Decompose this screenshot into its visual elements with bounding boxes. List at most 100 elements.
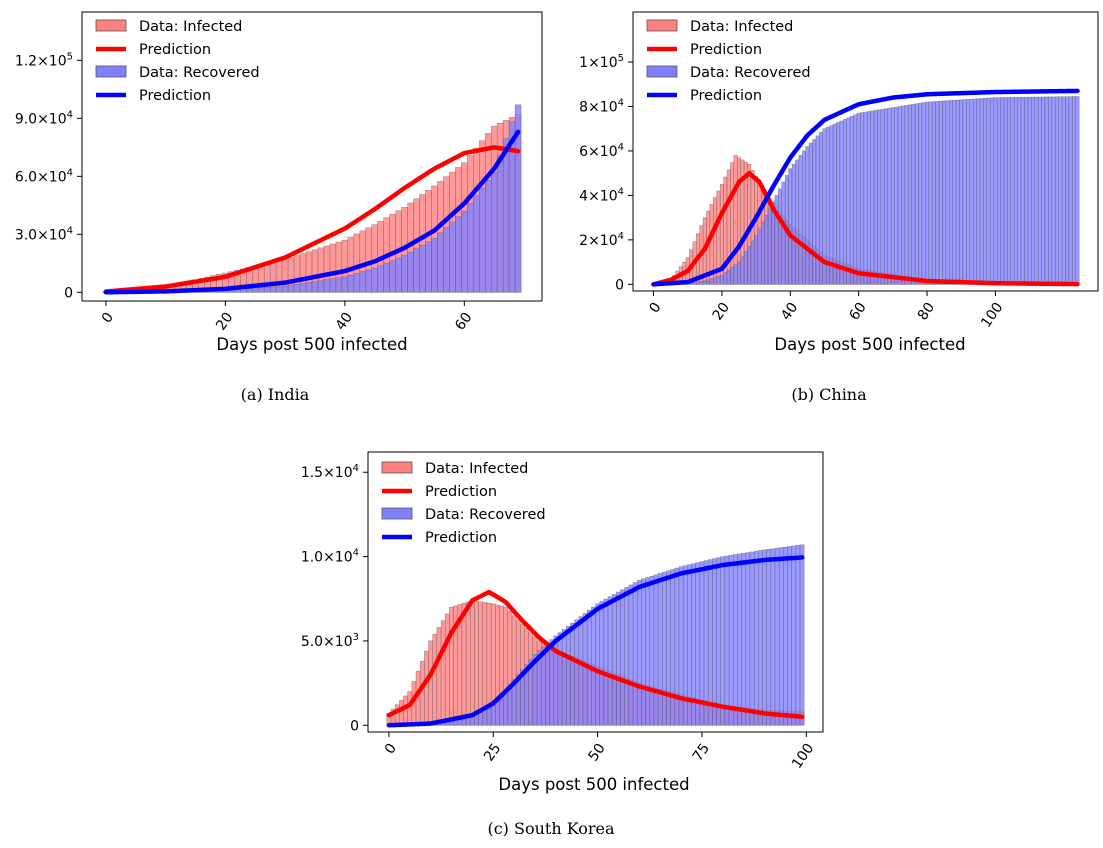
bar [1035,97,1038,284]
y-tick-label: 6.0×104 [15,167,73,185]
bar [712,559,716,726]
bar [788,546,792,725]
bar [675,568,679,725]
bar [646,577,650,725]
legend-label: Prediction [139,88,211,104]
bar [717,558,721,726]
bar [424,651,428,725]
legend-label: Prediction [690,42,762,58]
y-tick-label: 9.0×104 [15,109,73,127]
bar [843,119,846,284]
bar [881,109,884,284]
bar [800,545,804,725]
legend-swatch [96,66,126,77]
bar [884,109,887,285]
bar [270,287,276,292]
bar [671,569,675,725]
y-tick-label: 3.0×104 [15,225,73,243]
bar [483,710,487,726]
bar [710,279,713,285]
bar [898,106,901,284]
bar [1031,97,1034,284]
x-tick-label: 50 [585,741,608,765]
bar [942,101,945,284]
x-tick-label: 60 [846,300,869,324]
bar [956,100,959,284]
bar [1045,97,1048,284]
bar [666,571,670,726]
bar [830,126,833,285]
x-axis-label: Days post 500 infected [498,775,689,794]
bar [1062,97,1065,285]
bar [847,118,850,285]
bar [783,547,787,725]
bar [467,203,473,292]
bar [748,246,751,284]
bar [575,620,579,725]
y-tick-label: 1×105 [579,53,624,71]
bar [408,692,412,726]
bar [717,277,720,285]
bar [479,712,483,725]
bar [742,553,746,725]
x-tick-label: 80 [915,300,938,324]
legend-swatch [382,462,412,473]
bar [953,100,956,284]
x-axis-label: Days post 500 infected [216,335,407,354]
legend-swatch [647,66,677,77]
bar [449,607,453,725]
bar [485,180,491,292]
bar [891,108,894,285]
bar [792,164,795,284]
bar [895,107,898,284]
bar [771,549,775,726]
bar [727,170,730,284]
bar [980,98,983,284]
bar [324,280,330,293]
y-tick-label: 0 [350,718,359,734]
bar [497,156,503,293]
bar [929,102,932,285]
bar [871,111,874,284]
bar [246,288,252,292]
bar [795,160,798,284]
x-tick-label: 20 [710,300,733,324]
bar [420,245,426,292]
bar [994,98,997,285]
bar [445,614,449,725]
bar [402,256,408,293]
y-tick-label: 1.5×104 [301,463,359,481]
bar [470,717,474,725]
x-tick-label: 40 [778,300,801,324]
bar [579,617,583,726]
bar [1076,96,1079,284]
bar [925,102,928,284]
bar [390,261,396,293]
bar [608,597,612,726]
bar [816,136,819,285]
bar [583,613,587,725]
bar [1028,97,1031,284]
legend-label: Prediction [425,484,497,500]
legend-swatch [96,20,126,31]
bar [949,100,952,284]
bar [792,546,796,725]
bar [727,270,730,284]
bar [1004,97,1007,284]
bar [441,621,445,726]
bar [1059,97,1062,285]
bar [276,287,282,293]
legend-label: Data: Recovered [690,65,811,81]
bar [946,101,949,285]
bar [990,98,993,285]
bar [1048,97,1051,284]
bar [939,101,942,284]
bar [813,139,816,284]
bar [765,215,768,284]
bar [616,592,620,725]
bar [378,266,384,293]
